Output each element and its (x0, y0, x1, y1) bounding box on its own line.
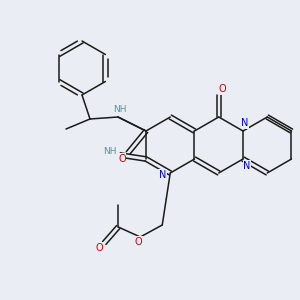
Text: O: O (134, 237, 142, 247)
Text: N: N (243, 161, 251, 171)
Text: N: N (241, 118, 249, 128)
Text: O: O (219, 84, 226, 94)
Text: N: N (159, 170, 166, 180)
Text: NH: NH (103, 146, 117, 155)
Text: NH: NH (113, 104, 127, 113)
Text: O: O (95, 243, 103, 253)
Text: O: O (118, 154, 126, 164)
